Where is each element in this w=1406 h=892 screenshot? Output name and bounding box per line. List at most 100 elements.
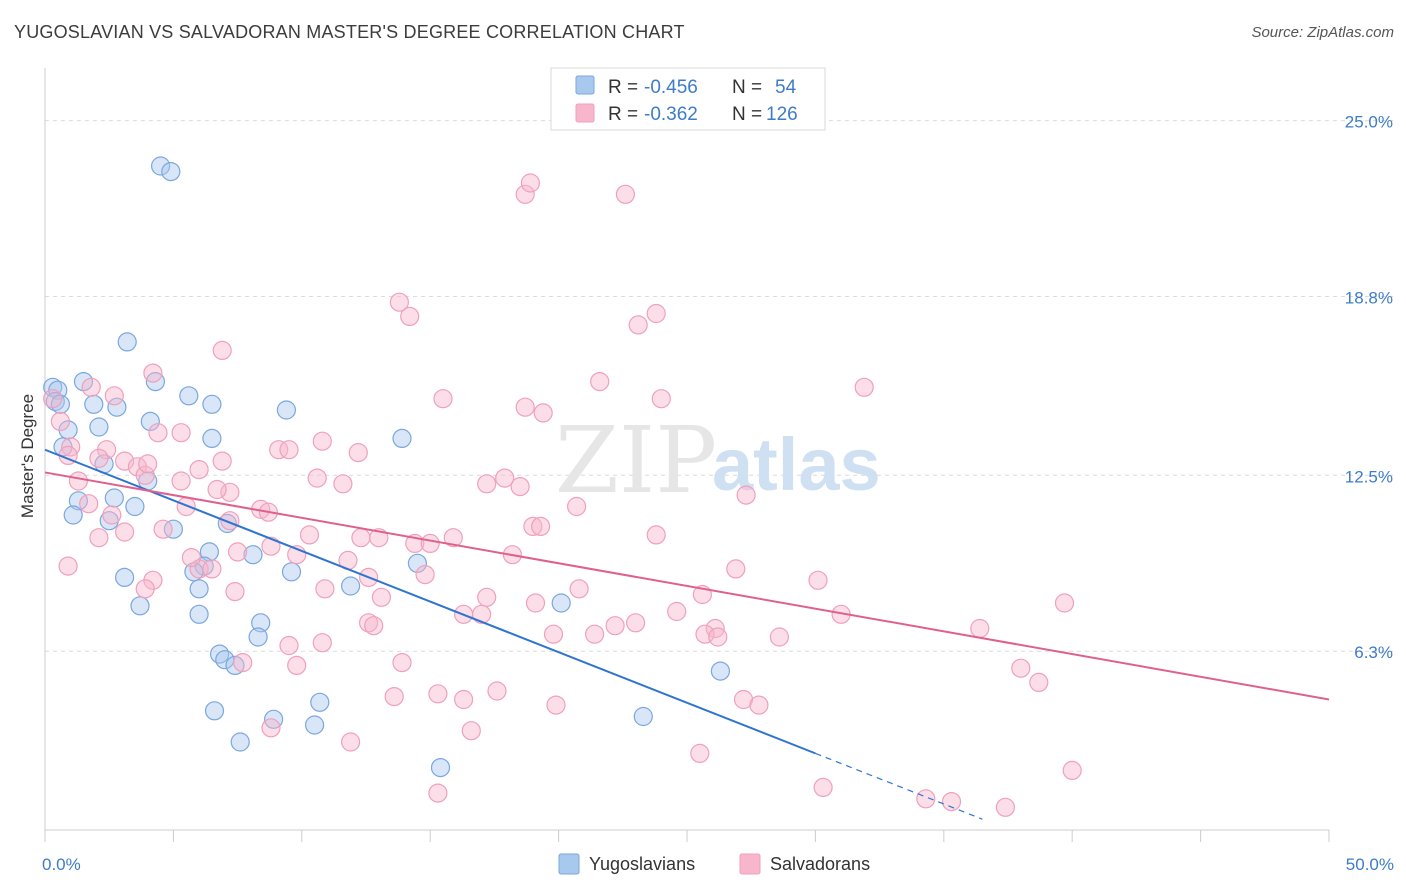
- point-yugoslavian-36: [130, 596, 150, 616]
- point-salvadoran-12: [433, 389, 453, 409]
- point-salvadoran-53: [351, 528, 371, 548]
- point-salvadoran-80: [569, 579, 589, 599]
- point-salvadoran-40: [510, 477, 530, 497]
- point-yugoslavian-34: [341, 576, 361, 596]
- point-salvadoran-101: [392, 652, 412, 673]
- point-salvadoran-69: [181, 547, 201, 568]
- point-salvadoran-3: [104, 386, 124, 406]
- point-salvadoran-15: [651, 389, 671, 409]
- point-salvadoran-36: [307, 468, 327, 488]
- point-salvadoran-42: [79, 494, 99, 514]
- point-salvadoran-78: [371, 587, 391, 607]
- point-yugoslavian-38: [551, 593, 571, 613]
- point-salvadoran-27: [68, 471, 89, 491]
- point-salvadoran-58: [523, 516, 543, 537]
- point-salvadoran-31: [138, 454, 158, 474]
- point-salvadoran-120: [1062, 760, 1082, 781]
- point-salvadoran-39: [495, 468, 515, 488]
- point-yugoslavian-53: [310, 692, 330, 712]
- legend-n-value-2: 126: [766, 104, 798, 125]
- point-salvadoran-91: [625, 613, 646, 633]
- point-yugoslavian-14: [89, 417, 109, 437]
- point-yugoslavian-15: [202, 428, 222, 448]
- point-salvadoran-109: [487, 681, 507, 701]
- point-yugoslavian-28: [199, 542, 219, 562]
- bottom-legend: Yugoslavians Salvadorans: [558, 853, 870, 875]
- point-yugoslavian-16: [392, 428, 412, 448]
- point-yugoslavian-48: [230, 732, 250, 752]
- bottom-legend-swatch-salvadorans: [739, 853, 761, 875]
- point-salvadoran-114: [341, 732, 361, 752]
- bottom-legend-salvadorans: Salvadorans: [770, 854, 870, 874]
- point-salvadoran-95: [584, 624, 605, 644]
- legend-r-value-1: -0.456: [644, 77, 698, 98]
- y-tick-label-0: 6.3%: [1354, 643, 1393, 662]
- point-salvadoran-56: [420, 533, 440, 554]
- y-tick-labels: 6.3% 12.5% 18.8% 25.0%: [1345, 113, 1393, 663]
- point-salvadoran-24: [312, 431, 332, 451]
- legend-swatch-yugoslavians: [575, 75, 595, 95]
- point-salvadoran-34: [171, 471, 191, 491]
- point-salvadoran-121: [995, 797, 1016, 817]
- point-salvadoran-85: [472, 604, 492, 624]
- point-salvadoran-4: [143, 363, 163, 383]
- point-salvadoran-30: [135, 465, 155, 485]
- trend-line-extension-yugoslavians: [815, 752, 983, 820]
- point-salvadoran-72: [726, 559, 746, 579]
- point-yugoslavian-44: [710, 661, 731, 681]
- point-salvadoran-82: [1054, 593, 1075, 613]
- point-yugoslavian-41: [210, 644, 230, 664]
- point-salvadoran-21: [212, 451, 232, 471]
- point-salvadoran-68: [202, 559, 222, 579]
- point-salvadoran-1: [50, 411, 71, 431]
- point-salvadoran-108: [454, 689, 474, 710]
- point-salvadoran-105: [1029, 672, 1049, 693]
- x-tick-label-0: 0.0%: [42, 855, 81, 874]
- point-yugoslavian-52: [633, 706, 653, 727]
- data-points: [43, 156, 1082, 817]
- y-axis-label: Master's Degree: [18, 394, 37, 518]
- point-salvadoran-118: [916, 789, 936, 809]
- point-salvadoran-11: [590, 372, 610, 392]
- point-yugoslavian-51: [430, 757, 451, 778]
- point-salvadoran-43: [176, 496, 196, 517]
- point-salvadoran-66: [58, 556, 78, 576]
- point-yugoslavian-7: [179, 386, 199, 406]
- point-salvadoran-37: [333, 474, 353, 494]
- point-salvadoran-0: [43, 389, 63, 409]
- point-salvadoran-25: [348, 443, 368, 463]
- point-salvadoran-35: [189, 460, 209, 480]
- point-salvadoran-47: [736, 485, 756, 505]
- point-salvadoran-106: [384, 686, 404, 707]
- bottom-legend-yugoslavians: Yugoslavians: [589, 854, 695, 874]
- y-tick-label-2: 18.8%: [1345, 289, 1393, 308]
- bottom-legend-swatch-yugoslavians: [558, 853, 580, 875]
- point-yugoslavian-11: [276, 400, 296, 420]
- point-yugoslavian-27: [243, 545, 263, 565]
- point-yugoslavian-12: [140, 411, 160, 431]
- point-salvadoran-33: [207, 479, 227, 500]
- point-salvadoran-110: [546, 695, 566, 715]
- trend-lines: [44, 448, 1330, 820]
- point-yugoslavian-49: [151, 156, 171, 176]
- point-salvadoran-104: [1011, 658, 1031, 678]
- point-salvadoran-97: [708, 627, 728, 647]
- point-salvadoran-113: [261, 718, 281, 738]
- legend-r-label-1: R =: [608, 77, 638, 98]
- point-yugoslavian-5: [117, 332, 137, 352]
- point-yugoslavian-31: [281, 562, 302, 582]
- point-salvadoran-102: [287, 655, 307, 676]
- point-yugoslavian-9: [107, 397, 127, 417]
- point-salvadoran-48: [89, 528, 109, 548]
- point-yugoslavian-21: [104, 488, 124, 508]
- point-salvadoran-94: [543, 624, 564, 644]
- point-yugoslavian-40: [248, 627, 268, 647]
- legend-n-label-1: N =: [732, 77, 762, 98]
- point-yugoslavian-43: [225, 655, 245, 676]
- point-salvadoran-22: [269, 440, 289, 460]
- point-salvadoran-13: [515, 397, 535, 417]
- point-salvadoran-90: [605, 616, 625, 636]
- point-salvadoran-76: [225, 581, 245, 602]
- point-salvadoran-61: [228, 542, 248, 562]
- point-salvadoran-75: [135, 579, 155, 599]
